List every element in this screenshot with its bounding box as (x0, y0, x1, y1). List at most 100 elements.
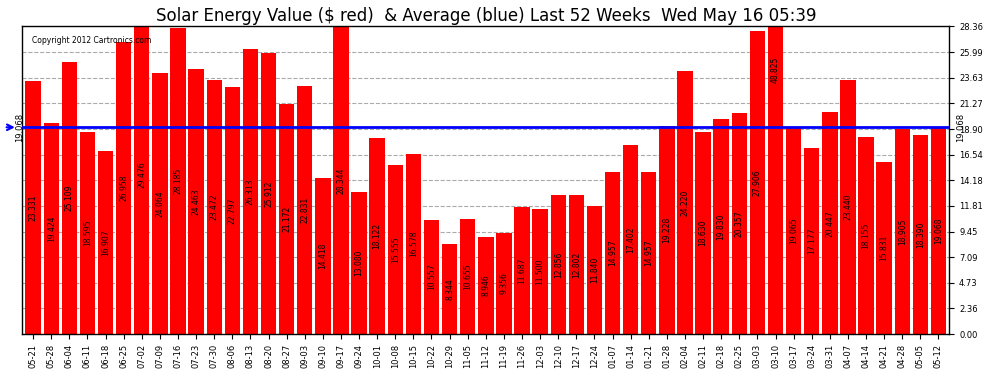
Bar (297, 87, 313, 334)
Bar (61, 62, 77, 334)
Text: 19.068: 19.068 (934, 217, 942, 244)
Text: 18.905: 18.905 (898, 218, 907, 245)
Bar (732, 113, 747, 334)
Bar (587, 206, 602, 334)
Text: 9.356: 9.356 (499, 272, 509, 294)
Text: 12.802: 12.802 (572, 252, 581, 278)
Bar (642, 172, 656, 334)
Bar (225, 87, 240, 334)
Text: 8.946: 8.946 (481, 275, 490, 297)
Bar (533, 209, 547, 334)
Bar (80, 132, 95, 334)
Bar (134, 14, 149, 334)
Text: 19.068: 19.068 (956, 113, 965, 142)
Text: 15.555: 15.555 (391, 236, 400, 263)
Text: 14.957: 14.957 (644, 240, 653, 266)
Text: 28.344: 28.344 (337, 167, 346, 194)
Text: 11.500: 11.500 (536, 258, 544, 285)
Bar (116, 42, 132, 334)
Text: 19.830: 19.830 (717, 213, 726, 240)
Text: 18.630: 18.630 (699, 220, 708, 246)
Text: 16.907: 16.907 (101, 229, 110, 256)
Bar (515, 207, 530, 334)
Bar (170, 28, 186, 334)
Text: 14.418: 14.418 (319, 243, 328, 269)
Text: 48.825: 48.825 (771, 56, 780, 82)
Text: 24.220: 24.220 (680, 189, 689, 216)
Text: 20.447: 20.447 (826, 210, 835, 237)
Text: 17.177: 17.177 (807, 228, 816, 254)
Text: 11.840: 11.840 (590, 257, 599, 283)
Text: 25.912: 25.912 (264, 180, 273, 207)
Text: 23.472: 23.472 (210, 194, 219, 220)
Text: Copyright 2012 Cartronics.com: Copyright 2012 Cartronics.com (32, 36, 150, 45)
Bar (334, 27, 348, 334)
Bar (260, 53, 276, 334)
Text: 18.155: 18.155 (861, 222, 870, 249)
Text: 22.797: 22.797 (228, 197, 237, 224)
Bar (188, 69, 204, 334)
Text: 18.390: 18.390 (916, 221, 925, 248)
Bar (460, 219, 475, 334)
Bar (714, 119, 729, 334)
Text: 23.331: 23.331 (29, 194, 38, 221)
Bar (605, 172, 621, 334)
Bar (387, 165, 403, 334)
Text: 22.831: 22.831 (300, 197, 309, 223)
Text: 19.068: 19.068 (15, 113, 24, 142)
Bar (695, 132, 711, 334)
Text: 28.185: 28.185 (173, 168, 182, 194)
Text: 19.424: 19.424 (47, 216, 55, 242)
Text: 16.578: 16.578 (409, 231, 418, 257)
Bar (804, 148, 820, 334)
Bar (406, 154, 421, 334)
Text: 19.228: 19.228 (662, 217, 671, 243)
Text: 25.109: 25.109 (65, 184, 74, 211)
Text: 15.831: 15.831 (880, 235, 889, 261)
Bar (152, 73, 167, 334)
Bar (768, 0, 783, 334)
Text: 10.557: 10.557 (427, 264, 436, 290)
Bar (822, 112, 838, 334)
Bar (895, 129, 910, 334)
Text: 8.344: 8.344 (446, 278, 454, 300)
Bar (424, 220, 440, 334)
Bar (876, 162, 892, 334)
Title: Solar Energy Value ($ red)  & Average (blue) Last 52 Weeks  Wed May 16 05:39: Solar Energy Value ($ red) & Average (bl… (155, 7, 816, 25)
Bar (369, 138, 385, 334)
Text: 20.357: 20.357 (735, 210, 743, 237)
Bar (478, 237, 493, 334)
Bar (315, 178, 331, 334)
Bar (786, 127, 801, 334)
Bar (749, 32, 765, 334)
Text: 24.064: 24.064 (155, 190, 164, 217)
Text: 24.463: 24.463 (192, 188, 201, 215)
Bar (98, 151, 113, 334)
Bar (279, 105, 294, 334)
Text: 14.957: 14.957 (608, 240, 617, 266)
Text: 11.687: 11.687 (518, 258, 527, 284)
Text: 29.476: 29.476 (138, 161, 147, 188)
Bar (550, 195, 566, 334)
Bar (913, 135, 928, 334)
Bar (44, 123, 59, 334)
Bar (623, 146, 639, 334)
Bar (243, 49, 258, 334)
Bar (858, 137, 874, 334)
Bar (659, 126, 674, 334)
Bar (931, 127, 946, 334)
Text: 19.065: 19.065 (789, 217, 798, 244)
Text: 23.440: 23.440 (843, 194, 852, 220)
Text: 10.655: 10.655 (463, 263, 472, 290)
Bar (351, 192, 366, 334)
Text: 18.595: 18.595 (83, 220, 92, 246)
Text: 13.080: 13.080 (354, 250, 363, 276)
Text: 26.313: 26.313 (246, 178, 255, 205)
Bar (568, 195, 584, 334)
Bar (496, 232, 512, 334)
Text: 27.906: 27.906 (753, 170, 762, 196)
Bar (841, 80, 855, 334)
Bar (677, 71, 693, 334)
Text: 26.958: 26.958 (119, 175, 128, 201)
Bar (207, 80, 222, 334)
